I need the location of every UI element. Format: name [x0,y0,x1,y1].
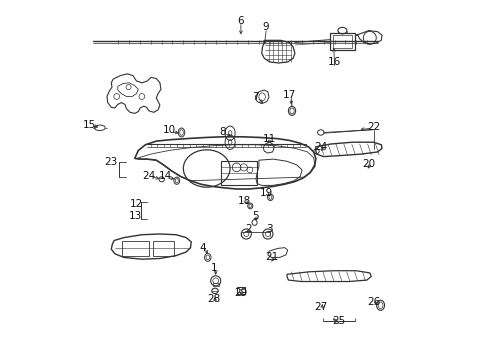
Text: 5: 5 [251,211,258,221]
Text: 24: 24 [314,142,327,152]
Bar [221,161,257,185]
Text: 16: 16 [327,57,341,67]
Bar [237,287,244,294]
Text: 24: 24 [142,171,155,181]
Text: 22: 22 [366,122,380,132]
Text: 15: 15 [83,120,96,130]
Bar [329,33,354,50]
Text: 2: 2 [244,224,251,234]
Bar [122,241,149,256]
Text: 9: 9 [262,22,269,32]
Text: 29: 29 [234,288,247,298]
Text: 23: 23 [104,157,118,167]
Text: 14: 14 [158,171,172,181]
Text: 6: 6 [237,16,244,26]
Text: 28: 28 [207,294,220,304]
Text: 18: 18 [237,196,251,206]
Text: 1: 1 [210,263,217,273]
Text: 19: 19 [259,188,272,198]
Text: 4: 4 [200,243,206,253]
Bar [332,35,351,48]
Text: 27: 27 [314,302,327,312]
Text: 21: 21 [264,252,278,262]
Text: 8: 8 [219,127,226,138]
Text: 26: 26 [366,297,379,307]
Text: 20: 20 [362,159,374,169]
Bar [212,283,218,286]
Text: 3: 3 [266,224,272,234]
Text: 25: 25 [331,316,345,326]
Text: 17: 17 [282,90,296,100]
Text: 12: 12 [130,199,143,210]
Text: 10: 10 [162,125,175,135]
Text: 7: 7 [251,92,258,102]
Bar [152,241,174,256]
Text: 11: 11 [263,134,276,144]
Text: 13: 13 [128,211,142,221]
